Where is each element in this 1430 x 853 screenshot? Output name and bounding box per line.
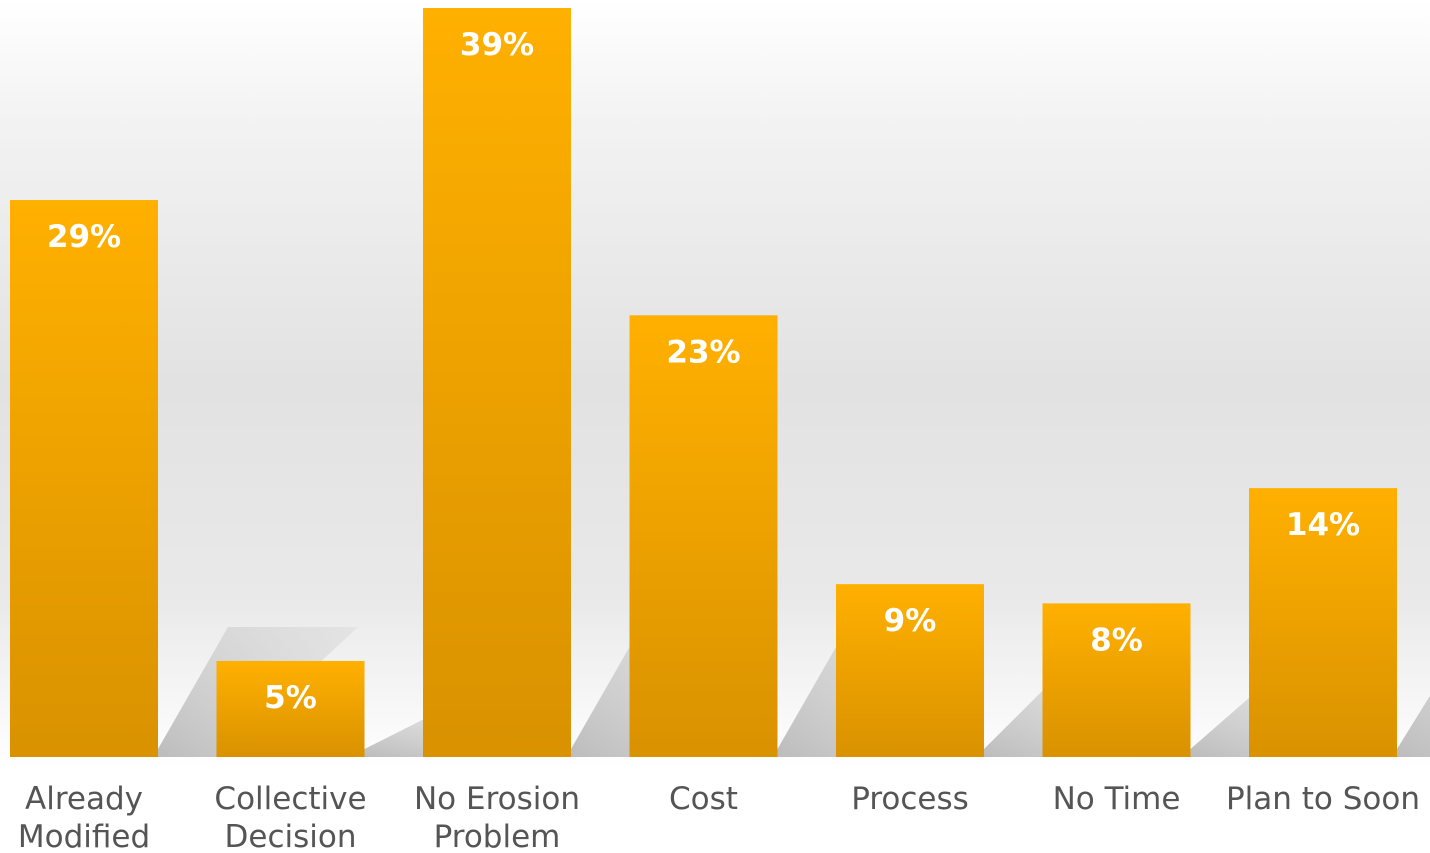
bar	[1249, 488, 1397, 757]
category-label: No Time	[1053, 781, 1181, 817]
data-label: 23%	[666, 334, 740, 370]
category-label-line: Already	[25, 781, 143, 817]
data-label: 14%	[1286, 507, 1360, 543]
category-label-line: Cost	[669, 781, 738, 817]
data-label: 8%	[1090, 622, 1143, 658]
category-label: Process	[851, 781, 969, 817]
category-label-line: Problem	[434, 819, 561, 853]
category-label: No Erosion Problem	[414, 781, 580, 853]
category-label-line: Plan to Soon	[1226, 781, 1420, 817]
bar	[423, 8, 571, 757]
data-label: 39%	[460, 27, 534, 63]
category-label: Plan to Soon	[1226, 781, 1420, 817]
category-label-line: Process	[851, 781, 969, 817]
category-labels: Already Modified Collective Decision No Eros…	[18, 781, 1420, 853]
bar	[216, 660, 365, 757]
bar	[836, 584, 984, 757]
bar	[629, 315, 778, 757]
data-label: 9%	[884, 603, 937, 639]
category-label: Cost	[669, 781, 738, 817]
category-label: Already Modified	[18, 781, 150, 853]
category-label-line: Collective	[214, 781, 366, 817]
category-label-line: No Erosion	[414, 781, 580, 817]
bar-shadow	[1397, 695, 1430, 757]
category-label-line: No Time	[1053, 781, 1181, 817]
data-labels: 29% 5% 39% 23% 9% 8% 14%	[47, 27, 1360, 716]
category-label-line: Modified	[18, 819, 150, 853]
bars	[10, 8, 1397, 758]
data-label: 5%	[264, 680, 317, 716]
bar	[1042, 603, 1191, 757]
category-label: Collective Decision	[214, 781, 366, 853]
data-label: 29%	[47, 219, 121, 255]
bar	[10, 200, 158, 758]
category-label-line: Decision	[225, 819, 357, 853]
